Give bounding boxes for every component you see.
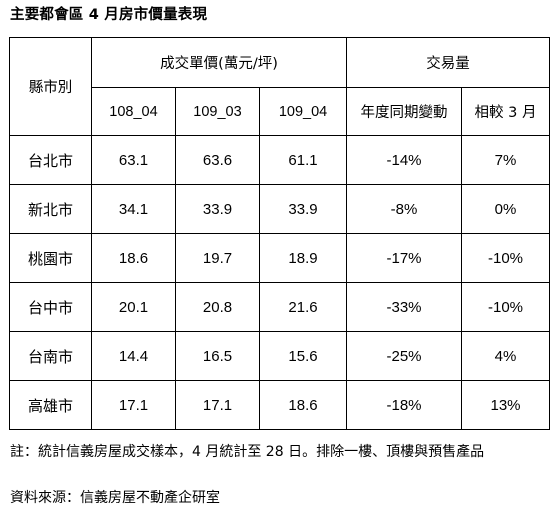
header-city: 縣市別	[9, 37, 92, 136]
table-row: 台中市 20.1 20.8 21.6 -33% -10%	[9, 282, 551, 332]
price-cell: 16.5	[175, 331, 260, 381]
yoy-cell: -18%	[346, 380, 463, 430]
header-price-col: 109_03	[175, 87, 260, 136]
header-price-group: 成交單價(萬元/坪)	[90, 37, 348, 88]
header-volume-col: 年度同期變動	[346, 87, 463, 136]
price-cell: 14.4	[91, 331, 176, 381]
city-cell: 台中市	[9, 282, 92, 332]
price-cell: 18.9	[258, 233, 348, 283]
header-price-col: 109_04	[258, 87, 348, 136]
header-row-columns: 108_04 109_03 109_04 年度同期變動 相較 3 月	[10, 87, 551, 136]
header-price-col: 108_04	[91, 87, 176, 136]
mom-cell: -10%	[461, 282, 551, 332]
mom-cell: 7%	[461, 135, 551, 185]
yoy-cell: -25%	[346, 331, 463, 381]
price-cell: 17.1	[91, 380, 176, 430]
table-row: 高雄市 17.1 17.1 18.6 -18% 13%	[9, 380, 551, 430]
price-cell: 63.6	[175, 135, 260, 185]
price-cell: 20.1	[91, 282, 176, 332]
mom-cell: 13%	[461, 380, 551, 430]
table-row: 台南市 14.4 16.5 15.6 -25% 4%	[9, 331, 551, 381]
price-cell: 33.9	[258, 184, 348, 234]
yoy-cell: -33%	[346, 282, 463, 332]
page-title: 主要都會區 4 月房市價量表現	[10, 7, 208, 23]
city-cell: 台南市	[9, 331, 92, 381]
table-row: 新北市 34.1 33.9 33.9 -8% 0%	[9, 184, 551, 234]
city-cell: 新北市	[9, 184, 92, 234]
mom-cell: 4%	[461, 331, 551, 381]
price-cell: 21.6	[258, 282, 348, 332]
header-volume-col: 相較 3 月	[461, 87, 551, 136]
header-volume-group: 交易量	[346, 37, 551, 88]
price-cell: 18.6	[258, 380, 348, 430]
source-line: 資料來源：信義房屋不動產企研室	[10, 490, 220, 506]
price-cell: 18.6	[91, 233, 176, 283]
price-cell: 15.6	[258, 331, 348, 381]
price-cell: 17.1	[175, 380, 260, 430]
yoy-cell: -8%	[346, 184, 463, 234]
price-cell: 61.1	[258, 135, 348, 185]
header-row-group: 縣市別 成交單價(萬元/坪) 交易量	[9, 37, 551, 136]
table-row: 台北市 63.1 63.6 61.1 -14% 7%	[9, 135, 551, 185]
price-cell: 20.8	[175, 282, 260, 332]
price-cell: 19.7	[175, 233, 260, 283]
price-cell: 63.1	[91, 135, 176, 185]
city-cell: 高雄市	[9, 380, 92, 430]
mom-cell: 0%	[461, 184, 551, 234]
yoy-cell: -14%	[346, 135, 463, 185]
city-cell: 台北市	[9, 135, 92, 185]
price-volume-table: 縣市別 成交單價(萬元/坪) 交易量 108_04 109_03 109_04 …	[9, 37, 551, 430]
mom-cell: -10%	[461, 233, 551, 283]
yoy-cell: -17%	[346, 233, 463, 283]
city-cell: 桃園市	[9, 233, 92, 283]
price-cell: 34.1	[91, 184, 176, 234]
price-cell: 33.9	[175, 184, 260, 234]
table-row: 桃園市 18.6 19.7 18.9 -17% -10%	[9, 233, 551, 283]
footnote: 註：統計信義房屋成交樣本，4 月統計至 28 日。排除一樓、頂樓與預售產品	[10, 444, 485, 460]
